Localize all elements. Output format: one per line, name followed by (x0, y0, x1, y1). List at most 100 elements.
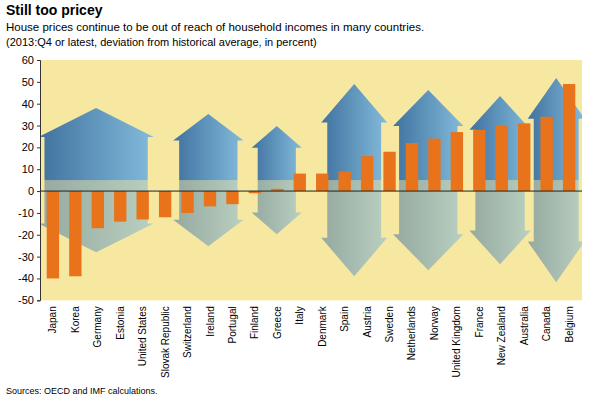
x-tick-label: Spain (339, 306, 350, 332)
bar (451, 132, 463, 191)
y-tick-label: 0 (28, 185, 34, 197)
y-tick-mark (37, 213, 40, 214)
y-tick-mark (37, 278, 40, 279)
bar (92, 191, 104, 228)
house (321, 84, 387, 180)
x-tick: New Zealand (496, 306, 507, 365)
x-tick-label: New Zealand (496, 306, 507, 365)
y-tick: -20 (18, 229, 40, 241)
x-tick-label: Belgium (564, 306, 575, 342)
bar (114, 191, 126, 222)
house-reflection (528, 180, 582, 282)
y-tick: 40 (22, 98, 40, 110)
y-tick-label: -20 (18, 229, 34, 241)
x-tick-label: Japan (47, 306, 58, 333)
bar (540, 117, 552, 191)
house (252, 126, 302, 180)
bar (428, 139, 440, 191)
house (40, 108, 154, 180)
y-tick: 60 (22, 54, 40, 66)
y-tick: 50 (22, 76, 40, 88)
y-axis-line (37, 61, 41, 301)
x-tick: Australia (519, 306, 530, 345)
y-tick-label: 60 (22, 54, 34, 66)
bar (159, 191, 171, 217)
y-axis: -50-40-30-20-100102030405060 (18, 54, 40, 306)
x-tick-label: France (474, 306, 485, 338)
x-tick-label: Germany (92, 306, 103, 347)
subtitle: House prices continue to be out of reach… (6, 21, 424, 33)
bar (294, 174, 306, 191)
y-tick-label: 20 (22, 141, 34, 153)
y-tick: -10 (18, 207, 40, 219)
y-tick-mark (37, 126, 40, 127)
bar (316, 174, 328, 191)
y-tick-label: -30 (18, 251, 34, 263)
x-tick: Ireland (205, 306, 216, 337)
x-tick-label: Netherlands (406, 306, 417, 360)
x-tick-label: Slovak Republic (160, 306, 171, 378)
x-tick: Canada (541, 306, 552, 341)
x-tick-label: Korea (70, 306, 81, 333)
x-tick: Greece (272, 306, 283, 339)
house-reflection (469, 180, 530, 264)
x-tick-label: Australia (519, 306, 530, 345)
house-reflection (321, 180, 387, 276)
y-tick-label: 40 (22, 98, 34, 110)
y-tick-label: 30 (22, 120, 34, 132)
chart: Still too pricey House prices continue to… (0, 0, 590, 400)
x-tick: Japan (47, 306, 58, 333)
y-tick-label: 50 (22, 76, 34, 88)
house-reflection (393, 180, 463, 270)
bar (226, 191, 238, 204)
y-tick-mark (37, 147, 40, 148)
x-tick: Korea (70, 306, 81, 333)
y-tick-mark (37, 104, 40, 105)
x-tick-label: United Kingdom (451, 306, 462, 377)
source: Sources: OECD and IMF calculations. (6, 386, 158, 396)
bar (496, 126, 508, 192)
bar (181, 191, 193, 213)
bars (47, 84, 576, 278)
x-tick-label: Sweden (384, 306, 395, 342)
x-tick: Norway (429, 306, 440, 340)
x-tick: United States (137, 306, 148, 366)
x-tick: Estonia (115, 306, 126, 340)
x-tick: Austria (362, 306, 373, 338)
y-tick-mark (37, 82, 40, 83)
y-tick: 0 (28, 185, 40, 197)
x-tick-label: United States (137, 306, 148, 366)
y-tick: -50 (18, 294, 40, 306)
y-tick: 30 (22, 120, 40, 132)
house (173, 114, 243, 180)
x-tick: Portugal (227, 306, 238, 343)
x-tick: Spain (339, 306, 350, 332)
x-tick-label: Italy (294, 306, 305, 324)
x-tick: Germany (92, 306, 103, 347)
x-tick-label: Ireland (205, 306, 216, 337)
y-tick-mark (37, 169, 40, 170)
y-tick-mark (37, 257, 40, 258)
y-tick: 10 (22, 163, 40, 175)
bar (518, 123, 530, 191)
x-axis: Japan Korea Germany Estonia United States Slo… (47, 305, 574, 378)
x-tick: Netherlands (406, 306, 417, 360)
house-reflection (173, 180, 243, 246)
title: Still too pricey (6, 2, 103, 18)
x-tick: Slovak Republic (160, 306, 171, 378)
bar (338, 171, 350, 191)
x-tick-label: Austria (362, 306, 373, 338)
x-tick-label: Switzerland (182, 306, 193, 358)
x-tick: France (474, 306, 485, 338)
y-tick-mark (37, 235, 40, 236)
zero-line (40, 191, 582, 192)
x-tick: Denmark (317, 305, 328, 347)
x-tick-label: Portugal (227, 306, 238, 343)
x-tick-label: Estonia (115, 306, 126, 340)
bar (69, 191, 81, 276)
y-tick-mark (37, 60, 40, 61)
x-tick-label: Canada (541, 306, 552, 341)
y-tick-mark (37, 300, 40, 301)
x-tick: Finland (249, 306, 260, 339)
y-tick-mark (37, 191, 40, 192)
